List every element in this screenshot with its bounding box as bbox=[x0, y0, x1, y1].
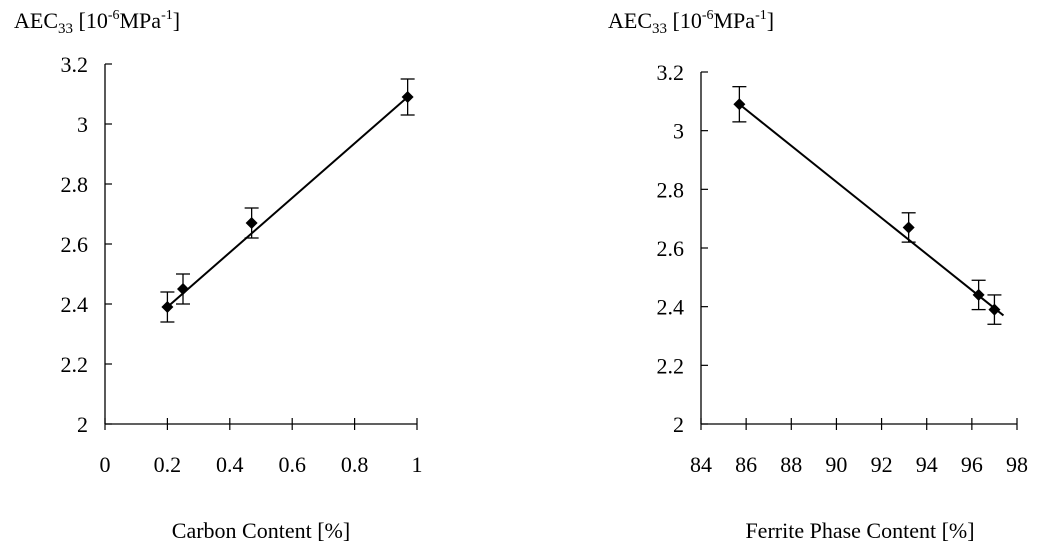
data-point bbox=[902, 221, 915, 234]
x-tick-label: 0.8 bbox=[341, 452, 369, 477]
data-point bbox=[972, 288, 985, 301]
data-point bbox=[401, 91, 414, 103]
x-tick-label: 0 bbox=[100, 452, 111, 477]
y-tick-label: 2.4 bbox=[657, 295, 685, 320]
data-point bbox=[177, 283, 189, 295]
trend-line bbox=[166, 96, 409, 308]
x-tick-label: 84 bbox=[690, 452, 712, 477]
x-tick-label: 0.2 bbox=[154, 452, 182, 477]
y-tick-label: 3 bbox=[673, 119, 684, 144]
x-tick-label: 96 bbox=[961, 452, 983, 477]
data-point bbox=[733, 98, 746, 111]
y-tick-label: 3.2 bbox=[61, 52, 89, 77]
x-tick-label: 1 bbox=[412, 452, 423, 477]
data-point bbox=[245, 217, 258, 229]
y-tick-label: 2.8 bbox=[61, 172, 89, 197]
x-tick-label: 98 bbox=[1006, 452, 1028, 477]
x-tick-label: 92 bbox=[871, 452, 893, 477]
data-point bbox=[988, 303, 1001, 316]
x-axis-title: Ferrite Phase Content [%] bbox=[745, 518, 974, 543]
x-tick-label: 0.6 bbox=[278, 452, 306, 477]
x-tick-label: 88 bbox=[780, 452, 802, 477]
x-tick-label: 90 bbox=[825, 452, 847, 477]
x-tick-label: 0.4 bbox=[216, 452, 244, 477]
y-tick-label: 3 bbox=[77, 112, 88, 137]
chart-panel-1: 2 2.2 2.4 2.6 2.8 3 3.2 0 0.2 0.4 0.6 0.8 1 AEC33 [10… bbox=[14, 8, 423, 543]
y-tick-label: 2 bbox=[77, 412, 88, 437]
y-tick-label: 2.4 bbox=[61, 292, 89, 317]
x-tick-label: 86 bbox=[735, 452, 757, 477]
y-tick-label: 3.2 bbox=[657, 60, 685, 85]
trend-line bbox=[738, 103, 1005, 317]
x-axis-title: Carbon Content [%] bbox=[172, 518, 350, 543]
y-tick-label: 2.6 bbox=[61, 232, 89, 257]
data-point bbox=[161, 301, 174, 313]
y-tick-label: 2.8 bbox=[657, 177, 685, 202]
y-tick-label: 2 bbox=[673, 412, 684, 437]
y-tick-label: 2.2 bbox=[61, 352, 89, 377]
x-tick-label: 94 bbox=[916, 452, 938, 477]
chart-panel-2: 2 2.2 2.4 2.6 2.8 3 3.2 84 86 88 90 92 94 96 98 AEC33 [… bbox=[608, 8, 1028, 543]
y-tick-label: 2.2 bbox=[657, 353, 685, 378]
y-axis-label: AEC33 [10-6MPa-1] bbox=[14, 8, 180, 37]
y-tick-label: 2.6 bbox=[657, 236, 685, 261]
y-axis-label: AEC33 [10-6MPa-1] bbox=[608, 8, 774, 37]
